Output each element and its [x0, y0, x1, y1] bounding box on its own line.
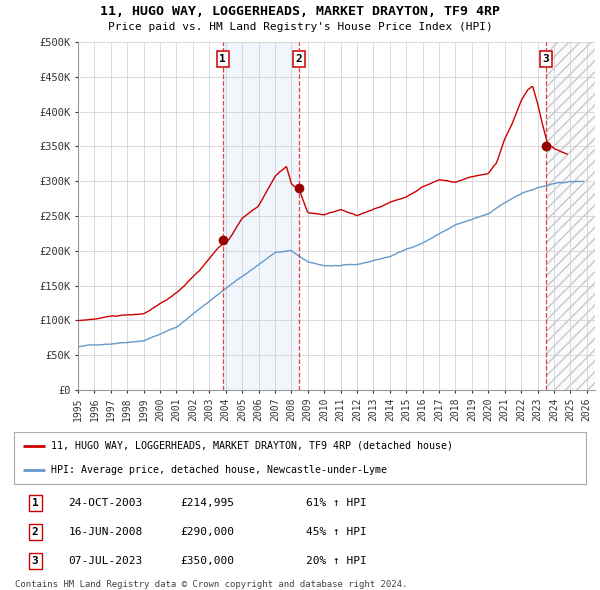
- Text: £350,000: £350,000: [180, 556, 234, 566]
- Bar: [546, 42, 595, 390]
- Text: 1: 1: [32, 498, 38, 508]
- Text: £290,000: £290,000: [180, 527, 234, 537]
- Text: 3: 3: [32, 556, 38, 566]
- Text: 24-OCT-2003: 24-OCT-2003: [68, 498, 143, 508]
- Text: 61% ↑ HPI: 61% ↑ HPI: [306, 498, 367, 508]
- Text: 16-JUN-2008: 16-JUN-2008: [68, 527, 143, 537]
- Text: 07-JUL-2023: 07-JUL-2023: [68, 556, 143, 566]
- Text: 1: 1: [220, 54, 226, 64]
- Text: 20% ↑ HPI: 20% ↑ HPI: [306, 556, 367, 566]
- Text: 11, HUGO WAY, LOGGERHEADS, MARKET DRAYTON, TF9 4RP (detached house): 11, HUGO WAY, LOGGERHEADS, MARKET DRAYTO…: [51, 441, 453, 451]
- Text: 2: 2: [296, 54, 302, 64]
- Text: 45% ↑ HPI: 45% ↑ HPI: [306, 527, 367, 537]
- Text: Price paid vs. HM Land Registry's House Price Index (HPI): Price paid vs. HM Land Registry's House …: [107, 22, 493, 32]
- Text: £214,995: £214,995: [180, 498, 234, 508]
- Text: HPI: Average price, detached house, Newcastle-under-Lyme: HPI: Average price, detached house, Newc…: [51, 466, 387, 476]
- Bar: [223, 42, 299, 390]
- Text: Contains HM Land Registry data © Crown copyright and database right 2024.
This d: Contains HM Land Registry data © Crown c…: [15, 580, 407, 590]
- Text: 2: 2: [32, 527, 38, 537]
- Text: 3: 3: [542, 54, 550, 64]
- Text: 11, HUGO WAY, LOGGERHEADS, MARKET DRAYTON, TF9 4RP: 11, HUGO WAY, LOGGERHEADS, MARKET DRAYTO…: [100, 5, 500, 18]
- Bar: [546, 42, 595, 390]
